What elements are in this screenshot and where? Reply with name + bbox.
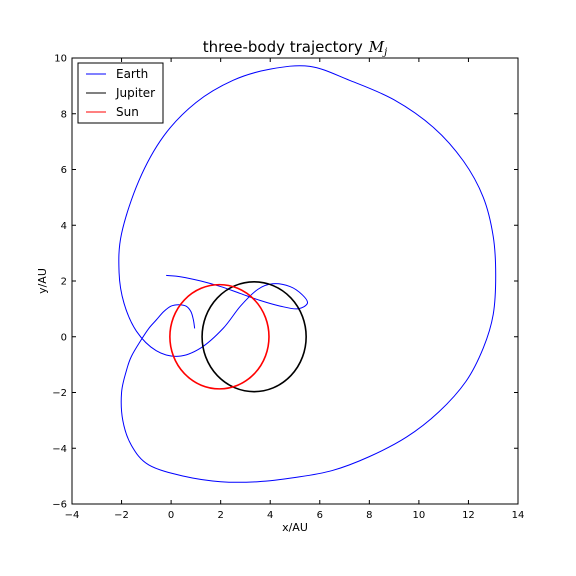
y-tick-label: 0 — [61, 332, 67, 343]
x-tick-label: 0 — [168, 510, 174, 521]
x-tick-label: 14 — [512, 510, 525, 521]
y-axis-label: y/AU — [36, 268, 49, 294]
x-tick-label: −4 — [65, 510, 80, 521]
legend-sun-label: Sun — [116, 105, 139, 119]
y-tick-label: −2 — [52, 388, 67, 399]
chart-title: three-body trajectory Mj — [203, 38, 387, 58]
x-tick-label: 2 — [217, 510, 223, 521]
y-tick-label: 6 — [61, 165, 67, 176]
y-tick-label: 2 — [61, 277, 67, 288]
chart-title-math: M — [368, 38, 385, 56]
x-tick-label: 12 — [462, 510, 475, 521]
y-tick-label: −4 — [52, 444, 67, 455]
y-tick-label: −6 — [52, 500, 67, 511]
x-tick-label: 10 — [413, 510, 426, 521]
x-tick-label: −2 — [114, 510, 129, 521]
x-tick-label: 8 — [366, 510, 372, 521]
legend-jupiter-label: Jupiter — [115, 86, 155, 100]
chart-title-text: three-body trajectory — [203, 38, 363, 56]
y-tick-label: 8 — [61, 109, 67, 120]
y-tick-label: 10 — [54, 54, 67, 65]
legend: Earth Jupiter Sun — [77, 62, 164, 124]
chart-title-math-sub: j — [382, 47, 387, 58]
series-earth-line — [118, 65, 497, 483]
legend-earth-label: Earth — [116, 67, 148, 81]
x-tick-label: 6 — [317, 510, 323, 521]
y-tick-label: 4 — [61, 221, 67, 232]
series-jupiter-orbit — [201, 281, 307, 393]
x-axis-label: x/AU — [282, 521, 308, 534]
x-tick-label: 4 — [267, 510, 273, 521]
series-sun-orbit — [169, 283, 270, 390]
series-layer — [118, 65, 497, 483]
